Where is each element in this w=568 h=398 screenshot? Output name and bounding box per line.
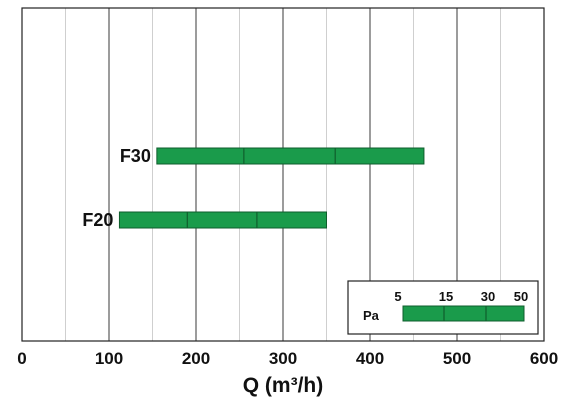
x-axis-label: Q (m³/h)	[243, 374, 323, 397]
plot-area-border	[21, 7, 545, 342]
x-tick-label: 200	[182, 349, 210, 368]
x-tick-label: 300	[269, 349, 297, 368]
range-bar-f30	[156, 147, 425, 165]
legend-level-label: 50	[514, 289, 528, 304]
x-tick-label: 100	[95, 349, 123, 368]
legend: Pa 5 15 30 50	[347, 280, 539, 335]
legend-bar	[402, 305, 525, 322]
legend-level-label: 5	[394, 289, 401, 304]
legend-unit-label: Pa	[363, 308, 380, 323]
x-tick-label: 400	[356, 349, 384, 368]
x-tick-label: 0	[17, 349, 26, 368]
x-tick-label: 500	[443, 349, 471, 368]
legend-level-label: 15	[439, 289, 453, 304]
legend-level-label: 30	[481, 289, 495, 304]
category-label-f20: F20	[82, 210, 113, 230]
bars-layer	[118, 147, 425, 229]
labels-layer: 0 100 200 300 400 500 600 F30 F20	[17, 146, 558, 368]
x-tick-label: 600	[530, 349, 558, 368]
range-bar-f20	[118, 211, 327, 229]
legend-levels: 5 15 30 50	[394, 289, 528, 322]
category-label-f30: F30	[120, 146, 151, 166]
